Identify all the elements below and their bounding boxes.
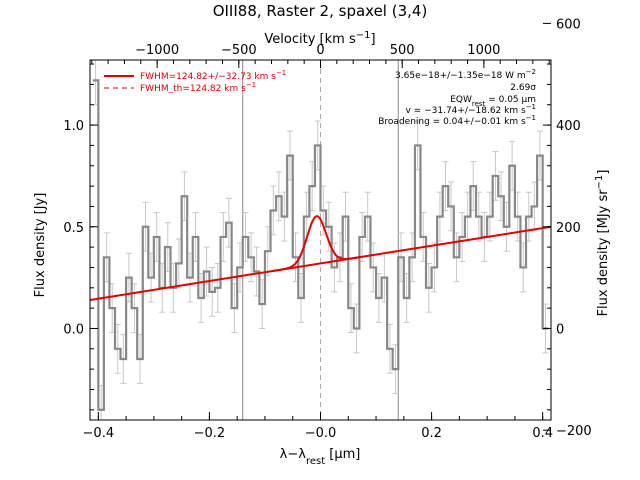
plot-area: −0.4 −0.2 −0.0 0.2 0.4 −1000 −500 0 500 1000 0.0 0.… bbox=[63, 17, 591, 441]
chart-title: OIII88, Raster 2, spaxel (3,4) bbox=[213, 2, 428, 20]
y-tick-label: 0.5 bbox=[63, 221, 84, 236]
annotation-broadening: Broadening = 0.04+/−0.01 km s−1 bbox=[378, 114, 536, 127]
right-tick-label: 400 bbox=[556, 119, 581, 134]
x-axis-title: λ−λrest [μm] bbox=[280, 447, 361, 467]
right-tick-label: 0 bbox=[556, 322, 564, 337]
gaussian-fit-curve bbox=[272, 215, 362, 273]
right-tick-label: 600 bbox=[556, 17, 581, 32]
x-tick-label: 0.2 bbox=[421, 426, 442, 441]
x-tick-label: 0.4 bbox=[532, 426, 553, 441]
y-axis-title-right: Flux density [MJy sr−1] bbox=[594, 170, 612, 317]
annotation-velocity: v = −31.74+/−18.62 km s−1 bbox=[406, 103, 537, 116]
x-tick-label: −0.4 bbox=[83, 426, 115, 441]
annotation-eqw: EQWrest = 0.05 μm bbox=[450, 95, 536, 108]
y-axis-title-left: Flux density [Jy] bbox=[33, 193, 48, 298]
plot-content bbox=[90, 60, 551, 420]
continuum-line bbox=[90, 225, 551, 301]
top-tick-label: −500 bbox=[221, 43, 257, 58]
top-tick-label: 1000 bbox=[467, 43, 500, 58]
right-tick-label: −200 bbox=[556, 424, 592, 439]
legend-label-fwhm: FWHM=124.82+/−32.73 km s−1 bbox=[140, 69, 286, 82]
annotation-significance: 2.69σ bbox=[510, 83, 536, 93]
annotation-flux: 3.65e−18+/−1.35e−18 W m−2 bbox=[395, 68, 536, 81]
top-tick-label: 0 bbox=[316, 43, 324, 58]
right-tick-label: 200 bbox=[556, 221, 581, 236]
fit-annotations: 3.65e−18+/−1.35e−18 W m−2 2.69σ EQWrest … bbox=[378, 68, 536, 127]
legend-label-fwhm-th: FWHM_th=124.82 km s−1 bbox=[140, 81, 256, 94]
top-tick-label: 500 bbox=[390, 43, 415, 58]
spectrum-series bbox=[92, 79, 549, 411]
y-tick-label: 1.0 bbox=[63, 119, 84, 134]
y-tick-label: 0.0 bbox=[63, 322, 84, 337]
x-tick-label: −0.0 bbox=[305, 426, 337, 441]
legend: FWHM=124.82+/−32.73 km s−1 FWHM_th=124.8… bbox=[104, 69, 286, 94]
x-tick-label: −0.2 bbox=[194, 426, 226, 441]
top-axis-title: Velocity [km s−1] bbox=[264, 30, 375, 48]
top-tick-label: −1000 bbox=[135, 43, 179, 58]
